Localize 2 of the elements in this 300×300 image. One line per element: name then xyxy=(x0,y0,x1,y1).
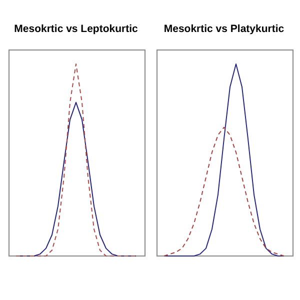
chart-title: Mesokrtic vs Platykurtic xyxy=(164,23,284,35)
chart-title: Mesokrtic vs Leptokurtic xyxy=(14,23,138,35)
